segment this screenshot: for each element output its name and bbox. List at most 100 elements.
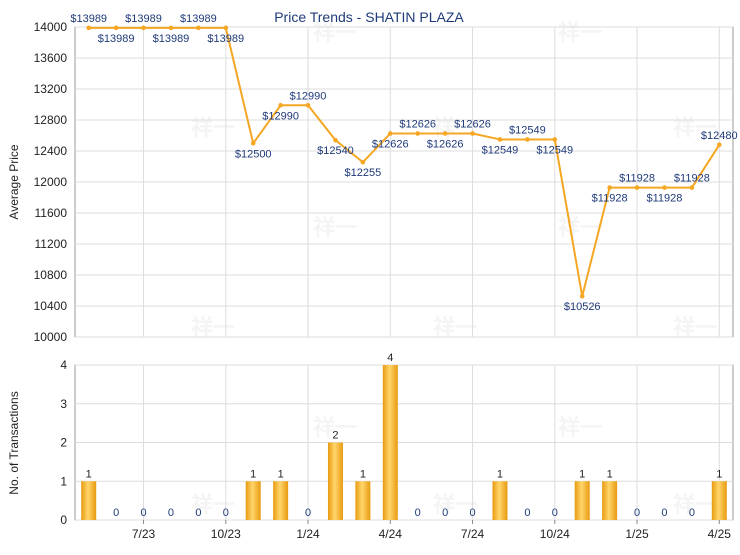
price-data-label: $12990 [262, 110, 299, 122]
bar-value-label: 0 [140, 507, 146, 519]
bar-value-label: 0 [634, 507, 640, 519]
x-tick-label: 1/24 [296, 527, 320, 541]
watermark-text: 祥一 [191, 492, 235, 517]
transaction-bar [602, 481, 618, 520]
watermark-text: 祥一 [191, 315, 235, 340]
price-y-tick-label: 10400 [34, 299, 68, 313]
bar-value-label: 0 [661, 507, 667, 519]
price-data-label: $12626 [427, 138, 464, 150]
price-y-tick-label: 11600 [35, 206, 68, 220]
price-axis-title: Average Price [7, 144, 21, 219]
watermark-text: 祥一 [558, 415, 602, 440]
bar-value-label: 1 [607, 468, 613, 480]
price-data-label: $12255 [345, 167, 382, 179]
transaction-bar [81, 481, 97, 520]
bar-value-label: 1 [86, 468, 92, 480]
bar-value-label: 1 [579, 468, 585, 480]
price-point [278, 102, 283, 108]
price-data-label: $11928 [592, 193, 628, 205]
price-point [387, 131, 393, 136]
price-data-label: $13989 [98, 33, 135, 45]
transaction-bar [574, 481, 590, 520]
price-data-label: $12549 [482, 144, 519, 156]
price-data-label: $12626 [399, 118, 436, 130]
transaction-bar [245, 481, 261, 520]
price-data-label: $13989 [180, 13, 217, 25]
price-data-label: $12990 [290, 90, 327, 102]
x-tick-label: 4/25 [708, 527, 732, 541]
price-point [689, 185, 695, 190]
watermark-text: 祥一 [313, 415, 357, 440]
price-data-label: $12540 [317, 145, 354, 157]
transactions-y-tick-label: 1 [60, 474, 67, 488]
watermark-text: 祥一 [313, 215, 357, 240]
price-y-tick-label: 10000 [34, 330, 68, 344]
price-data-label: $12480 [701, 130, 738, 142]
bar-value-label: 0 [552, 507, 558, 519]
bar-value-label: 0 [689, 507, 695, 519]
price-y-tick-label: 11200 [35, 237, 68, 251]
price-data-label: $12626 [372, 138, 409, 150]
price-point [525, 137, 530, 142]
watermark-text: 祥一 [191, 115, 235, 140]
price-point [579, 293, 585, 299]
bar-value-label: 0 [223, 507, 229, 519]
x-tick-label: 7/24 [461, 527, 485, 541]
x-tick-label: 10/23 [211, 527, 241, 541]
watermark-text: 祥一 [673, 492, 717, 517]
transactions-y-tick-label: 0 [60, 513, 67, 527]
price-data-label: $13989 [153, 33, 190, 45]
price-point [305, 102, 311, 108]
watermark-text: 祥一 [433, 492, 477, 517]
price-y-tick-label: 14000 [34, 20, 68, 34]
price-data-label: $12626 [454, 118, 491, 130]
price-point [716, 142, 722, 148]
price-point [634, 185, 640, 190]
price-y-tick-label: 12800 [34, 113, 68, 127]
bar-value-label: 1 [360, 468, 366, 480]
bar-value-label: 1 [497, 468, 503, 480]
price-point [141, 25, 146, 31]
price-data-label: $10526 [564, 301, 601, 313]
x-tick-label: 1/25 [625, 527, 649, 541]
price-data-label: $11928 [619, 173, 655, 185]
watermark-text: 祥一 [433, 315, 477, 340]
transactions-y-tick-label: 2 [60, 436, 67, 450]
price-point [552, 137, 558, 142]
x-tick-label: 4/24 [379, 527, 403, 541]
price-point [415, 131, 421, 136]
x-tick-label: 7/23 [132, 527, 156, 541]
price-point [168, 25, 174, 31]
price-data-label: $13989 [207, 33, 244, 45]
price-point [470, 131, 475, 136]
transaction-bar [273, 481, 289, 520]
price-data-label: $12549 [536, 144, 573, 156]
transaction-bar [382, 365, 398, 520]
watermark-text: 祥一 [673, 315, 717, 340]
bar-value-label: 1 [716, 468, 722, 480]
transactions-y-tick-label: 4 [60, 358, 67, 372]
bar-value-label: 1 [278, 468, 284, 480]
price-point [223, 25, 229, 31]
price-point [662, 185, 667, 190]
price-point [360, 159, 366, 165]
bar-value-label: 0 [305, 507, 311, 519]
transaction-bar [355, 481, 371, 520]
price-data-label: $11928 [647, 193, 683, 205]
watermark-text: 祥一 [558, 215, 602, 240]
price-data-label: $11928 [674, 173, 710, 185]
price-point [497, 137, 503, 142]
price-point [196, 25, 201, 31]
price-point [250, 140, 256, 146]
transaction-bar [327, 442, 343, 520]
price-point [333, 137, 338, 143]
price-y-tick-label: 12400 [34, 144, 68, 158]
x-tick-label: 10/24 [540, 527, 570, 541]
watermark-text: 祥一 [673, 115, 717, 140]
bar-value-label: 0 [415, 507, 421, 519]
price-data-label: $12500 [235, 148, 272, 160]
watermark-text: 祥一 [433, 115, 477, 140]
bar-value-label: 2 [332, 430, 338, 442]
price-point [442, 131, 448, 136]
